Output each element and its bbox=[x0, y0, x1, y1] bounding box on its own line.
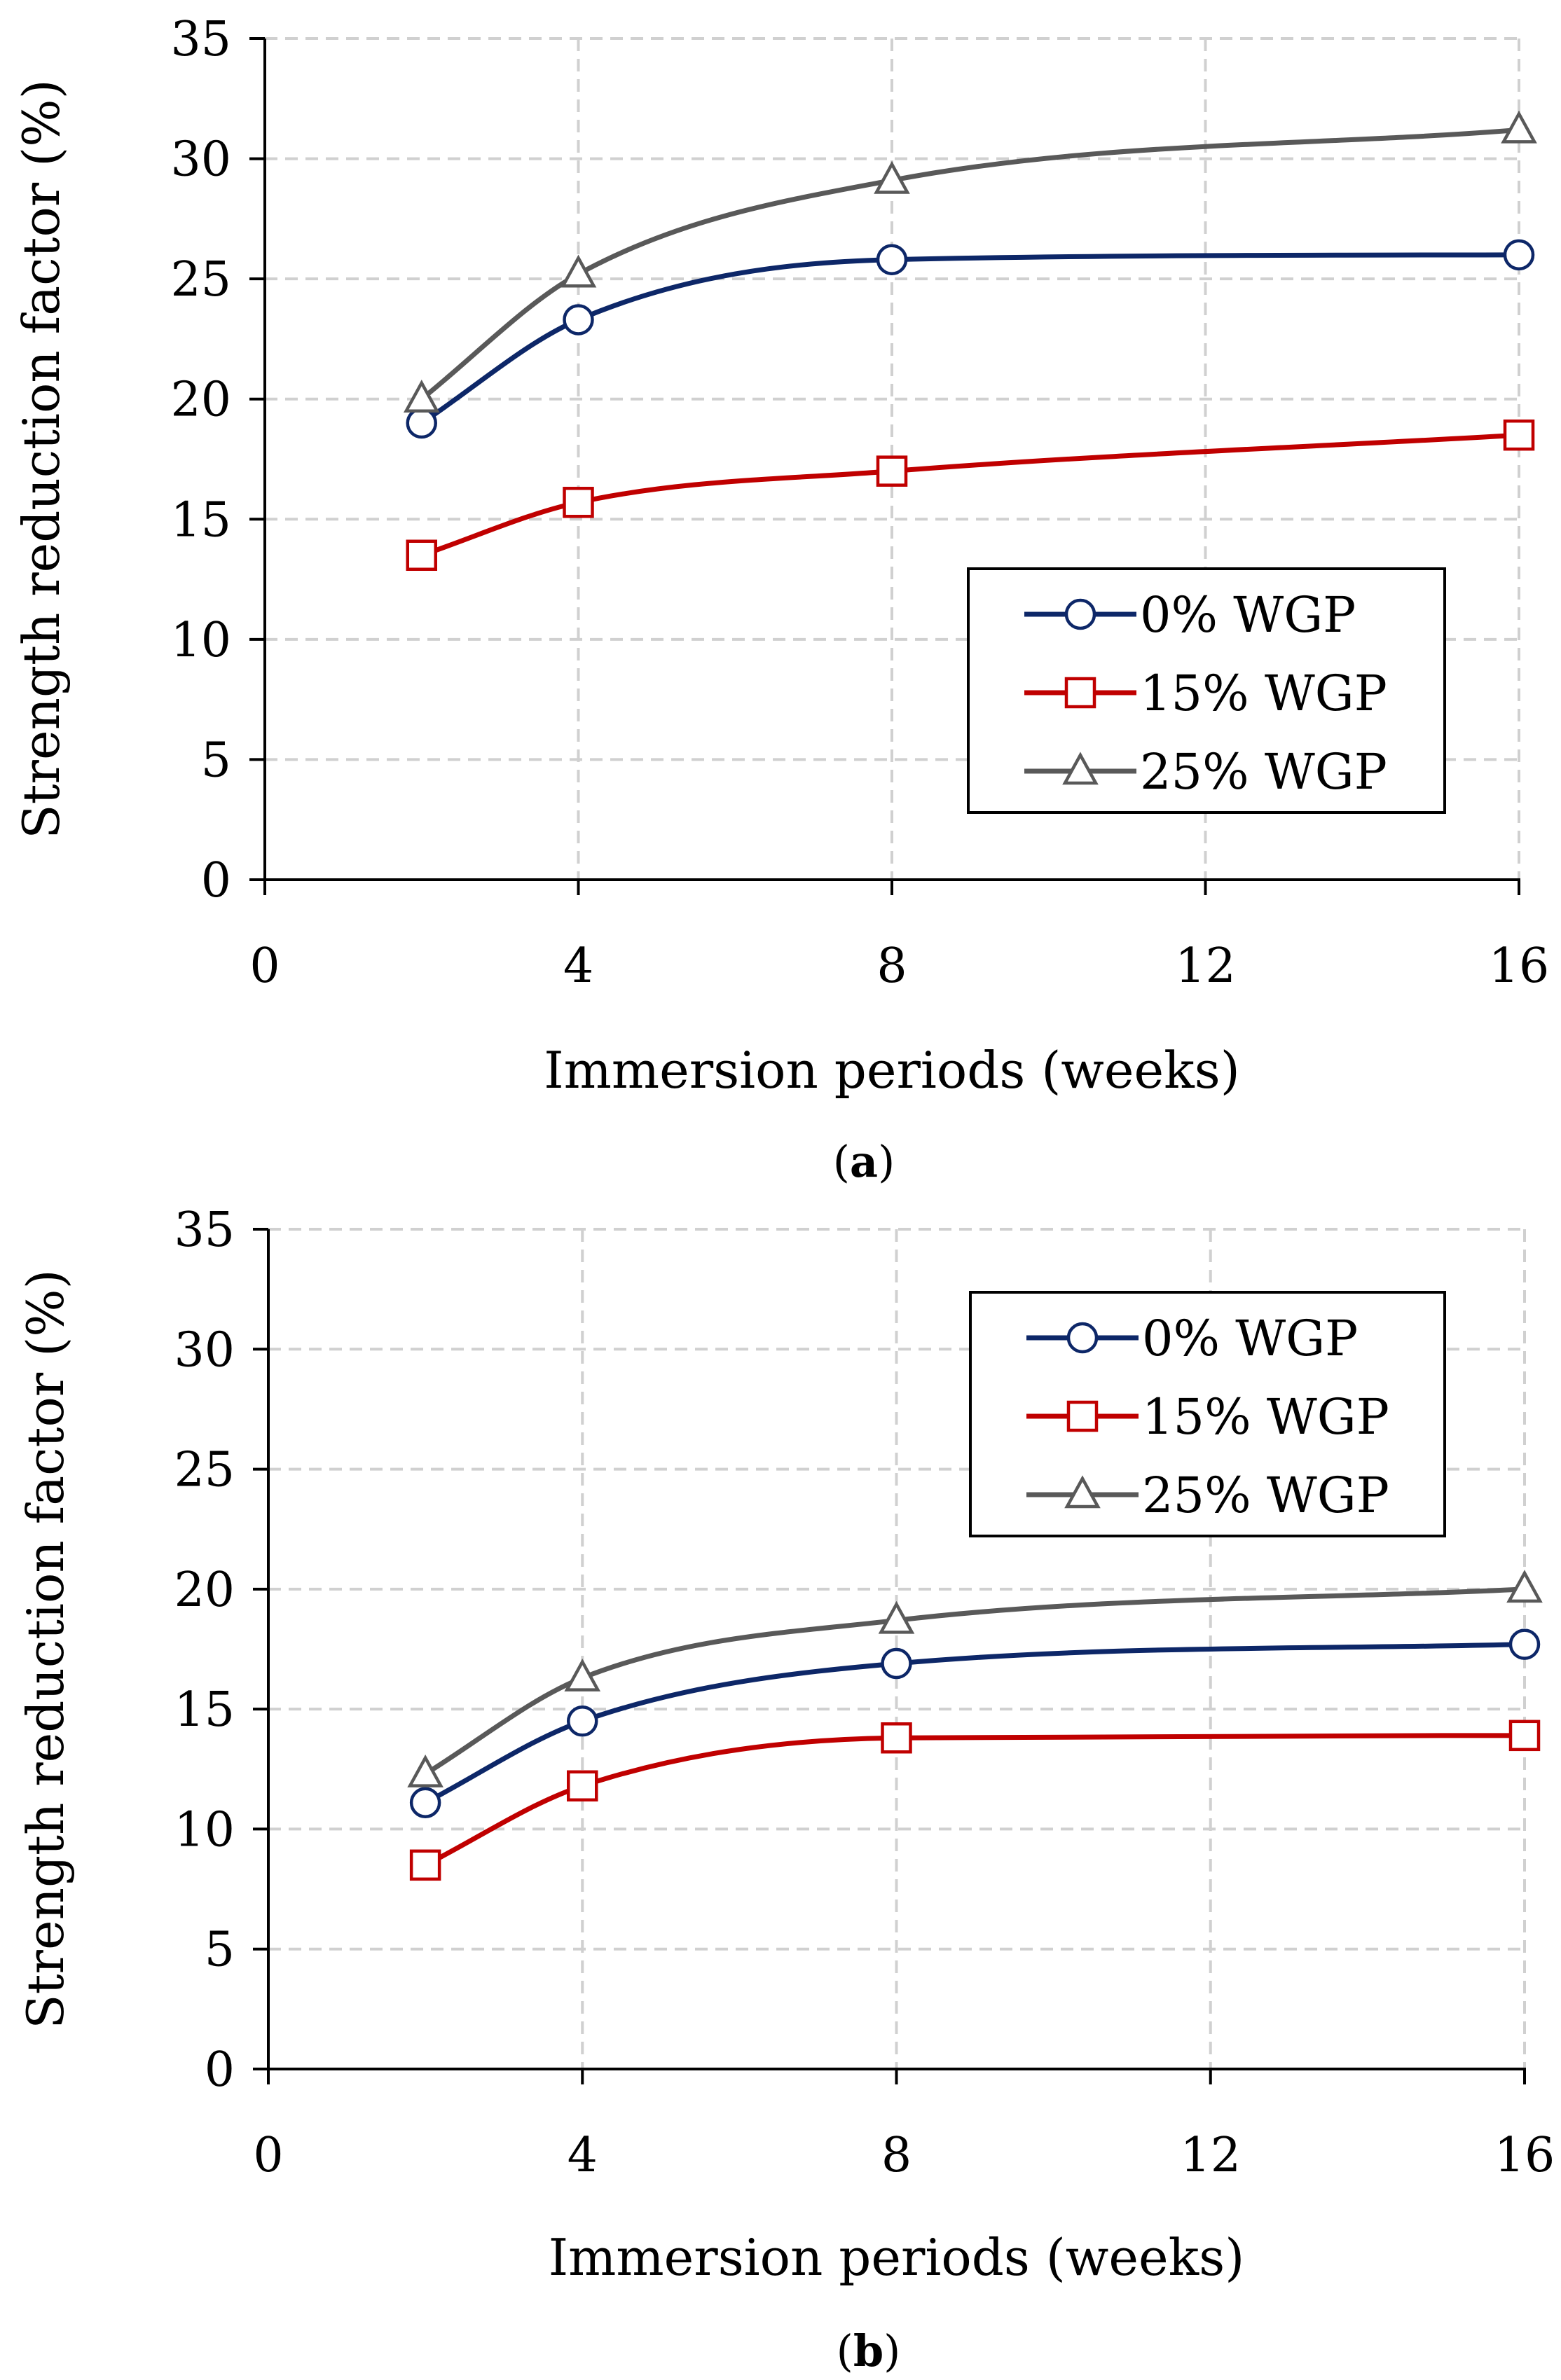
y-axis-title: Strength reduction factor (%) bbox=[12, 79, 71, 838]
data-point-circle bbox=[563, 304, 594, 335]
caption-paren: ( bbox=[833, 1136, 850, 1187]
x-axis-title: Immersion periods (weeks) bbox=[544, 1041, 1240, 1100]
data-point-triangle bbox=[1501, 110, 1537, 144]
caption-paren: ( bbox=[837, 2325, 853, 2376]
x-tick-label: 16 bbox=[1494, 2128, 1555, 2183]
legend-label: 0% WGP bbox=[1142, 1310, 1358, 1367]
caption-paren: ) bbox=[878, 1136, 895, 1187]
chart-panel-a: 0 5 10 15 20 25 30 35 0 4 8 12 16 Immersion periods (… bbox=[12, 12, 1549, 1187]
legend-label: 25% WGP bbox=[1142, 1467, 1389, 1524]
data-point-circle bbox=[406, 407, 437, 439]
x-tick-label: 12 bbox=[1180, 2128, 1241, 2183]
y-tick-label: 20 bbox=[170, 373, 231, 428]
y-tick-label: 35 bbox=[170, 12, 231, 67]
y-tick-label: 10 bbox=[170, 613, 231, 668]
chart-panel-b: 0 5 10 15 20 25 30 35 0 4 8 12 16 Immersion periods (… bbox=[16, 1203, 1555, 2376]
panel-caption: (a) bbox=[833, 1136, 895, 1187]
x-tick-label: 0 bbox=[249, 939, 280, 994]
data-point-circle bbox=[881, 1647, 912, 1680]
x-tick-label: 16 bbox=[1489, 939, 1550, 994]
legend-marker-circle bbox=[1066, 1322, 1099, 1354]
legend-label: 0% WGP bbox=[1140, 586, 1356, 644]
data-point-circle bbox=[1503, 239, 1535, 271]
data-point-square bbox=[406, 539, 437, 572]
data-point-square bbox=[1503, 419, 1535, 451]
data-point-triangle bbox=[878, 1600, 915, 1634]
data-point-square bbox=[409, 1849, 441, 1881]
legend-marker-square bbox=[1066, 1400, 1099, 1432]
data-point-triangle bbox=[407, 1754, 443, 1787]
y-tick-label: 15 bbox=[170, 492, 231, 548]
x-tick-label: 4 bbox=[568, 2128, 598, 2183]
legend-marker-square bbox=[1064, 677, 1096, 709]
data-point-triangle bbox=[403, 380, 440, 413]
y-tick-label: 25 bbox=[174, 1443, 235, 1498]
y-axis-title: Strength reduction factor (%) bbox=[16, 1269, 75, 2028]
x-tick-label: 8 bbox=[876, 939, 907, 994]
legend-label: 15% WGP bbox=[1142, 1388, 1389, 1446]
y-tick-label: 0 bbox=[205, 2042, 235, 2098]
y-tick-label: 5 bbox=[201, 733, 231, 788]
caption-letter: b bbox=[853, 2325, 883, 2376]
series-line bbox=[422, 1586, 1527, 1777]
data-point-triangle bbox=[874, 160, 910, 194]
series-line bbox=[422, 1642, 1527, 1806]
x-axis-title: Immersion periods (weeks) bbox=[549, 2228, 1245, 2287]
data-point-circle bbox=[409, 1787, 441, 1818]
data-point-circle bbox=[1508, 1628, 1541, 1660]
x-tick-label: 4 bbox=[563, 939, 593, 994]
series-line bbox=[419, 127, 1522, 402]
series-line bbox=[419, 432, 1522, 558]
data-point-triangle bbox=[560, 254, 597, 288]
panel-caption: (b) bbox=[837, 2325, 901, 2376]
legend-marker-circle bbox=[1064, 598, 1096, 630]
y-tick-label: 15 bbox=[174, 1682, 235, 1738]
data-point-square bbox=[1508, 1720, 1541, 1752]
y-tick-label: 20 bbox=[174, 1563, 235, 1618]
data-point-square bbox=[563, 487, 594, 518]
x-tick-label: 8 bbox=[881, 2128, 912, 2183]
data-point-square bbox=[881, 1722, 912, 1754]
legend-marker-triangle bbox=[1064, 1475, 1101, 1509]
y-tick-label: 30 bbox=[174, 1322, 235, 1378]
series-line bbox=[419, 252, 1522, 426]
data-point-circle bbox=[567, 1706, 598, 1737]
data-point-triangle bbox=[564, 1658, 601, 1691]
legend-label: 15% WGP bbox=[1140, 665, 1387, 722]
y-tick-label: 35 bbox=[174, 1203, 235, 1258]
data-point-circle bbox=[876, 244, 908, 275]
y-tick-label: 10 bbox=[174, 1802, 235, 1857]
y-tick-label: 0 bbox=[201, 853, 231, 908]
legend-label: 25% WGP bbox=[1140, 743, 1387, 801]
y-tick-label: 5 bbox=[205, 1923, 235, 1978]
caption-letter: a bbox=[850, 1136, 878, 1187]
x-tick-label: 0 bbox=[253, 2128, 283, 2183]
data-point-square bbox=[876, 455, 908, 487]
data-point-triangle bbox=[1506, 1570, 1543, 1603]
caption-paren: ) bbox=[883, 2325, 900, 2376]
series-line bbox=[422, 1733, 1527, 1868]
y-tick-label: 30 bbox=[170, 132, 231, 188]
legend-marker-triangle bbox=[1062, 752, 1099, 785]
data-point-square bbox=[567, 1770, 598, 1802]
y-tick-label: 25 bbox=[170, 252, 231, 307]
x-tick-label: 12 bbox=[1175, 939, 1236, 994]
